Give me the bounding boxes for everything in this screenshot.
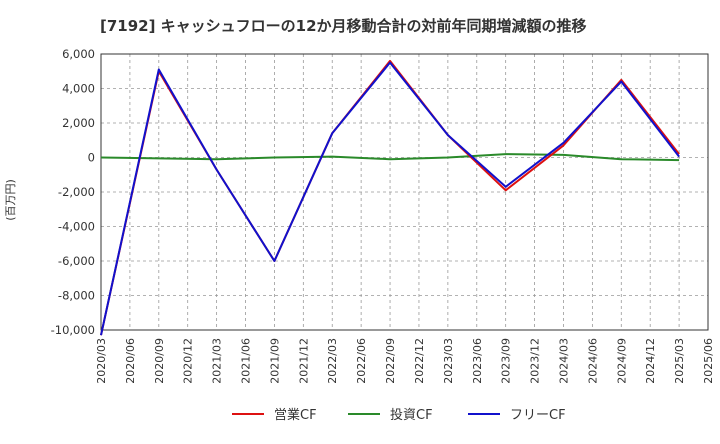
x-tick-label: 2024/12 (644, 338, 657, 384)
legend: 営業CF 投資CF フリーCF (232, 407, 566, 423)
x-tick-label: 2021/12 (297, 338, 310, 384)
x-tick-label: 2024/06 (586, 338, 599, 384)
y-axis-label: (百万円) (4, 179, 17, 221)
x-tick-label: 2020/06 (124, 338, 137, 384)
x-tick-label: 2024/09 (615, 338, 628, 384)
x-tick-label: 2020/12 (182, 338, 195, 384)
y-tick-label: 0 (88, 151, 95, 165)
x-tick-label: 2023/03 (442, 338, 455, 384)
x-tick-label: 2025/06 (702, 338, 715, 384)
y-axis-ticks: 6,000 4,000 2,000 0 -2,000 -4,000 -6,000 -8,000… (51, 47, 95, 337)
legend-label: フリーCF (510, 408, 566, 423)
y-tick-label: 2,000 (62, 116, 95, 130)
x-tick-label: 2021/03 (211, 338, 224, 384)
grid (101, 53, 708, 331)
y-tick-label: -6,000 (58, 254, 95, 268)
series-line-investing-cf (100, 153, 680, 162)
y-tick-label: 4,000 (62, 82, 95, 96)
x-tick-label: 2020/03 (95, 338, 108, 384)
legend-label: 営業CF (274, 407, 317, 423)
chart-title: [7192] キャッシュフローの12か月移動合計の対前年同期増減額の推移 (100, 17, 587, 35)
x-tick-label: 2023/12 (529, 338, 542, 384)
x-tick-label: 2020/09 (153, 338, 166, 384)
y-tick-label: -10,000 (51, 323, 95, 337)
legend-label: 投資CF (390, 407, 433, 423)
series-line-free-cf (100, 61, 680, 336)
x-tick-label: 2022/03 (326, 338, 339, 384)
y-tick-label: -4,000 (58, 220, 95, 234)
x-tick-label: 2022/06 (355, 338, 368, 384)
y-tick-label: -8,000 (58, 289, 95, 303)
series-lines (100, 59, 680, 336)
x-tick-label: 2023/09 (500, 338, 513, 384)
x-tick-label: 2022/12 (413, 338, 426, 384)
x-tick-label: 2021/06 (240, 338, 253, 384)
y-tick-label: -2,000 (58, 185, 95, 199)
plot-area-frame (100, 53, 709, 331)
x-tick-label: 2024/03 (557, 338, 570, 384)
x-tick-label: 2025/03 (673, 338, 686, 384)
x-tick-label: 2023/06 (471, 338, 484, 384)
y-tick-label: 6,000 (62, 47, 95, 61)
x-axis-ticks: 2020/03 2020/06 2020/09 2020/12 2021/03 2021/… (95, 338, 715, 384)
x-tick-label: 2021/09 (268, 338, 281, 384)
x-tick-label: 2022/09 (384, 338, 397, 384)
